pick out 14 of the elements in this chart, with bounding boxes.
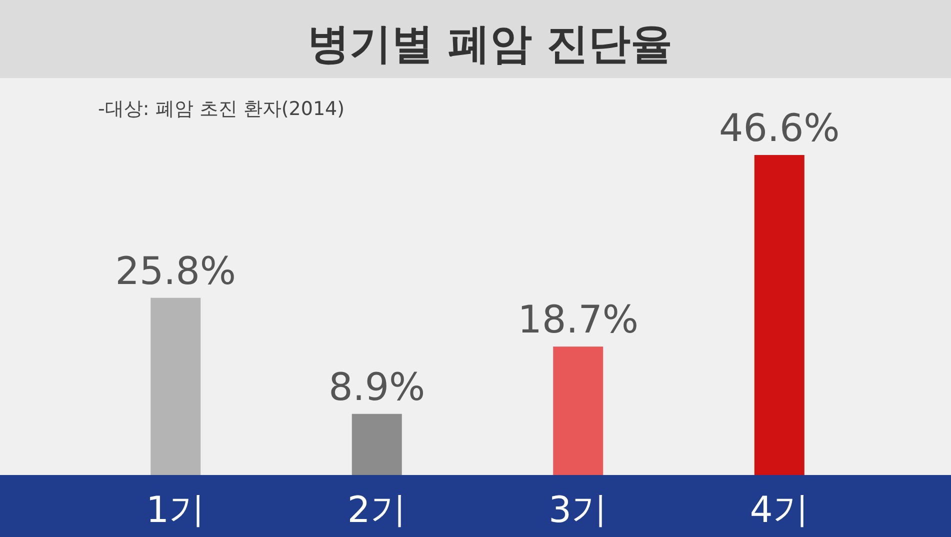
chart-title: 병기별 폐암 진단율	[307, 19, 673, 68]
data-label: 46.6%	[719, 106, 840, 150]
x-tick-label: 2기	[347, 490, 406, 531]
data-label: 25.8%	[115, 248, 236, 293]
bar	[352, 414, 402, 475]
chart-subtitle: -대상: 폐암 초진 환자(2014)	[98, 98, 345, 120]
bar	[754, 155, 804, 475]
bar	[553, 346, 604, 475]
data-label: 18.7%	[518, 298, 638, 342]
x-tick-label: 3기	[548, 490, 608, 531]
x-tick-label: 4기	[750, 490, 809, 531]
data-label: 8.9%	[328, 364, 426, 409]
x-tick-label: 1기	[146, 490, 206, 531]
bar	[150, 298, 201, 475]
